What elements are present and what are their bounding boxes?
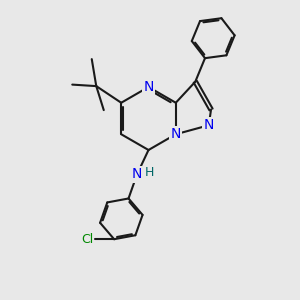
Text: H: H <box>145 167 154 179</box>
Text: N: N <box>204 118 214 132</box>
Text: N: N <box>132 167 142 182</box>
Text: N: N <box>143 80 154 94</box>
Text: Cl: Cl <box>81 233 93 246</box>
Text: N: N <box>171 127 181 141</box>
